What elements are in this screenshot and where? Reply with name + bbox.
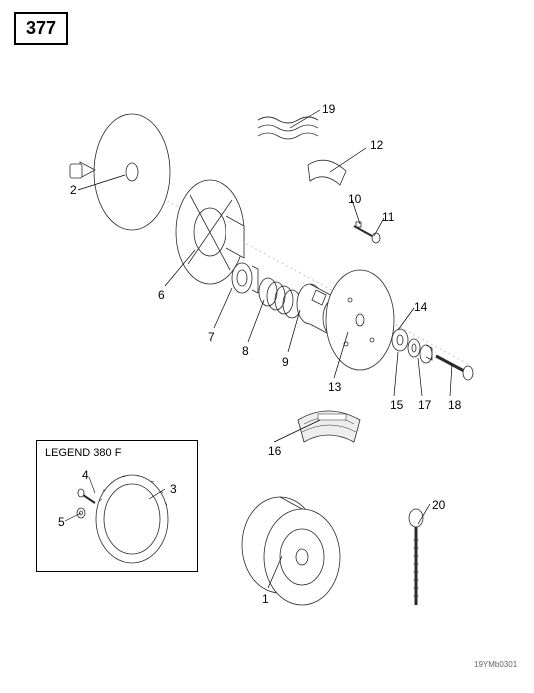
part-1-drive-pulley bbox=[242, 497, 340, 605]
document-id: 19YMb0301 bbox=[474, 660, 517, 669]
part-8-spring bbox=[259, 278, 301, 318]
callout-18: 18 bbox=[448, 398, 461, 412]
leader-line bbox=[248, 300, 264, 342]
part-15-washer bbox=[408, 339, 420, 357]
callout-2: 2 bbox=[70, 183, 77, 197]
callout-12: 12 bbox=[370, 138, 383, 152]
callout-10: 10 bbox=[348, 192, 361, 206]
part-2-sheave bbox=[70, 114, 170, 230]
inset-callout-4: 4 bbox=[82, 468, 89, 482]
callout-11: 11 bbox=[382, 210, 394, 224]
callout-17: 17 bbox=[418, 398, 431, 412]
part-18-bolt bbox=[436, 356, 473, 380]
part-13-cover bbox=[326, 270, 394, 370]
callout-13: 13 bbox=[328, 380, 341, 394]
leader-line bbox=[288, 310, 300, 352]
callout-1: 1 bbox=[262, 592, 269, 606]
leader-line bbox=[418, 358, 422, 396]
callout-15: 15 bbox=[390, 398, 403, 412]
exploded-view-diagram bbox=[0, 0, 534, 693]
part-7-bushing bbox=[232, 263, 258, 293]
callout-9: 9 bbox=[282, 355, 289, 369]
leader-line bbox=[398, 308, 414, 330]
part-4-screw bbox=[78, 489, 95, 503]
leader-line bbox=[89, 477, 95, 493]
part-3-ring-gear bbox=[96, 475, 168, 563]
leader-line bbox=[394, 352, 398, 396]
leader-line bbox=[214, 288, 232, 328]
inset-callout-5: 5 bbox=[58, 515, 65, 529]
part-12-segment bbox=[308, 160, 346, 185]
callout-8: 8 bbox=[242, 344, 249, 358]
part-20-bolt bbox=[409, 509, 423, 605]
callout-7: 7 bbox=[208, 330, 215, 344]
inset-legend-380f: LEGEND 380 F bbox=[36, 440, 198, 572]
part-17-nut bbox=[420, 345, 432, 363]
part-19-spring bbox=[258, 117, 318, 139]
leader-line bbox=[450, 364, 452, 396]
callout-6: 6 bbox=[158, 288, 165, 302]
part-6-inner-sheave bbox=[176, 180, 244, 284]
part-16-warning-label bbox=[298, 411, 360, 442]
callout-14: 14 bbox=[414, 300, 427, 314]
leader-line bbox=[330, 148, 366, 172]
callout-19: 19 bbox=[322, 102, 335, 116]
part-14-washer bbox=[392, 329, 408, 351]
callout-20: 20 bbox=[432, 498, 445, 512]
inset-callout-3: 3 bbox=[170, 482, 177, 496]
callout-16: 16 bbox=[268, 444, 281, 458]
